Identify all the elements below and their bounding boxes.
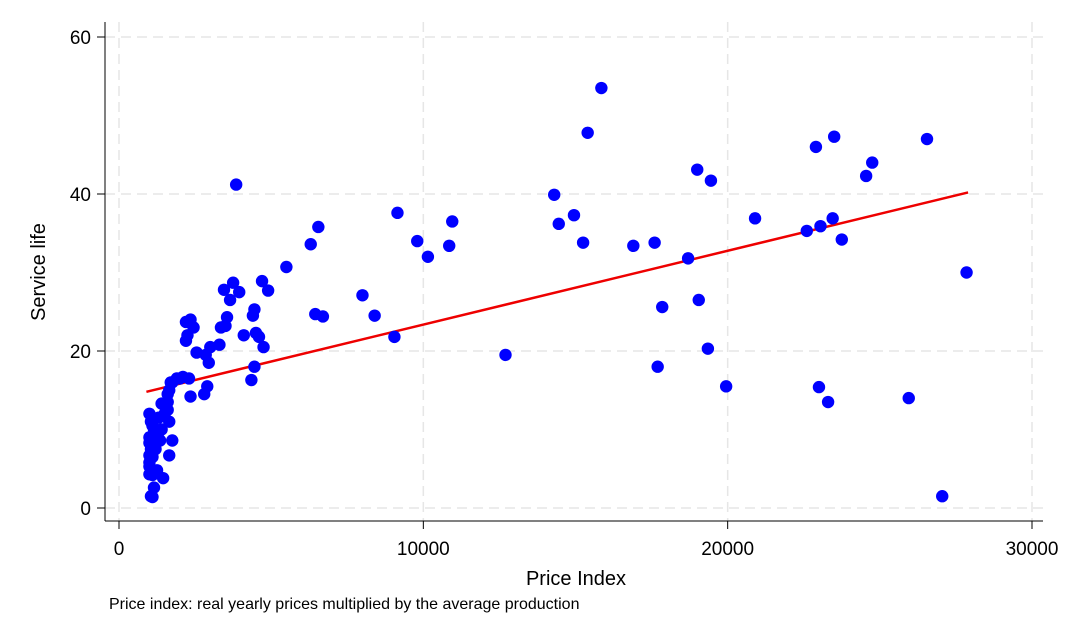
data-point <box>245 373 258 387</box>
data-point <box>704 174 718 187</box>
data-point <box>184 390 197 403</box>
data-point <box>146 468 159 482</box>
data-points <box>143 81 973 504</box>
data-point <box>179 334 193 347</box>
data-point <box>220 311 234 324</box>
data-point <box>576 236 590 249</box>
data-point <box>826 212 839 225</box>
x-tick-label: 30000 <box>1006 539 1059 560</box>
data-point <box>229 178 243 191</box>
data-point <box>902 391 915 405</box>
data-point <box>651 360 664 373</box>
axes <box>97 22 1043 529</box>
data-point <box>182 372 196 385</box>
data-point <box>859 169 873 183</box>
data-point <box>237 329 250 342</box>
data-point <box>648 236 661 249</box>
data-point <box>187 321 200 334</box>
data-point <box>146 490 159 504</box>
data-point <box>261 284 275 297</box>
data-point <box>499 348 512 362</box>
data-point <box>223 293 237 307</box>
x-tick-label: 20000 <box>701 539 754 560</box>
data-point <box>411 234 424 248</box>
data-point <box>443 239 456 253</box>
data-point <box>960 266 973 279</box>
data-point <box>719 380 733 393</box>
figure-note: Price index: real yearly prices multipli… <box>109 596 580 613</box>
data-point <box>368 309 381 322</box>
data-point <box>421 250 435 263</box>
data-point <box>701 342 715 355</box>
data-point <box>213 338 226 351</box>
data-point <box>656 300 669 314</box>
data-point <box>163 449 176 462</box>
data-point <box>595 81 608 95</box>
data-point <box>166 434 179 447</box>
y-axis-title: Service life <box>28 223 50 321</box>
data-point <box>567 208 581 222</box>
tick-labels: 0 20 40 60 0 10000 20000 30000 <box>70 28 1059 560</box>
data-point <box>316 310 330 323</box>
fitted-line <box>146 191 969 394</box>
y-tick-label: 20 <box>70 342 91 363</box>
data-point <box>814 219 827 233</box>
data-point <box>835 233 848 246</box>
data-point <box>827 130 841 143</box>
data-point <box>692 293 705 307</box>
fit-line-layer <box>146 191 969 394</box>
data-point <box>356 289 369 302</box>
data-point <box>156 471 170 485</box>
data-point <box>866 156 879 169</box>
data-point <box>821 395 835 409</box>
x-tick-label: 0 <box>114 539 125 560</box>
x-tick-label: 10000 <box>397 539 450 560</box>
data-point <box>681 252 695 265</box>
data-point <box>547 188 561 201</box>
data-point <box>233 285 246 299</box>
data-point <box>388 330 401 344</box>
data-point <box>552 217 565 231</box>
data-point <box>627 239 640 253</box>
data-point <box>280 260 293 274</box>
data-point <box>936 490 949 503</box>
data-point <box>312 220 325 234</box>
data-point <box>201 380 214 393</box>
data-point <box>809 140 823 154</box>
data-point <box>217 283 231 296</box>
grid-lines <box>105 22 1043 521</box>
data-point <box>248 303 261 316</box>
data-point <box>257 340 270 354</box>
data-point <box>812 380 826 394</box>
data-point <box>800 224 813 238</box>
data-point <box>581 126 594 139</box>
data-point <box>255 274 269 288</box>
x-axis-title: Price Index <box>526 568 626 590</box>
data-point <box>226 276 240 289</box>
y-tick-label: 40 <box>70 185 91 206</box>
data-point <box>691 163 704 176</box>
data-point <box>202 356 215 369</box>
data-point <box>920 132 934 146</box>
data-point <box>446 215 459 228</box>
data-point <box>304 238 317 251</box>
data-point <box>155 423 168 436</box>
data-point <box>163 415 176 428</box>
data-point <box>391 206 404 220</box>
data-point <box>748 212 762 225</box>
y-tick-label: 60 <box>70 28 91 49</box>
y-tick-label: 0 <box>80 499 91 520</box>
data-point <box>248 360 261 373</box>
data-point <box>252 330 266 344</box>
